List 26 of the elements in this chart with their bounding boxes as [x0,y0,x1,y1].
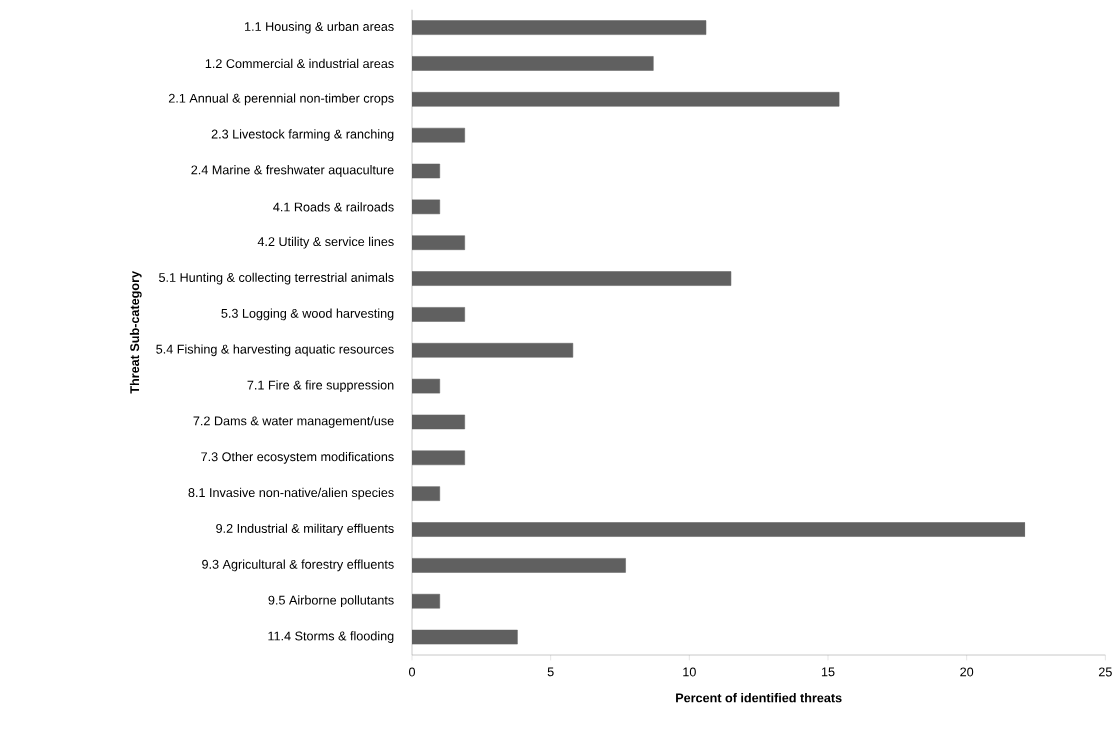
y-tick-label: 5.3 Logging & wood harvesting [221,308,394,321]
y-tick-label: 8.1 Invasive non-native/alien species [188,487,394,500]
y-tick-label: 1.2 Commercial & industrial areas [205,58,394,69]
y-tick-label: 9.5 Airborne pollutants [268,595,394,608]
x-axis-title: Percent of identified threats [676,693,842,703]
x-tick-label: 0 [408,667,416,677]
y-tick-label: 4.2 Utility & service lines [257,236,394,249]
x-tick-label: 10 [683,667,696,677]
y-tick-label: 2.1 Annual & perennial non-timber crops [168,93,394,106]
y-axis-title: Threat Sub-category [129,271,142,394]
y-tick-label: 9.3 Agricultural & forestry effluents [202,559,394,572]
y-tick-label: 2.3 Livestock farming & ranching [211,129,394,142]
y-tick-label: 5.4 Fishing & harvesting aquatic resources [156,344,394,357]
x-tick-label: 5 [547,667,554,677]
y-tick-label: 7.1 Fire & fire suppression [247,380,394,393]
y-tick-label: 4.1 Roads & railroads [273,202,394,212]
x-tick-label: 20 [960,667,974,677]
x-tick-label: 25 [1098,667,1112,677]
x-tick-label: 15 [821,667,835,677]
y-tick-label: 2.4 Marine & freshwater aquaculture [191,165,394,177]
y-tick-label: 1.1 Housing & urban areas [245,21,394,34]
y-tick-label: 9.2 Industrial & military effluents [216,523,394,536]
y-tick-label: 7.2 Dams & water management/use [193,416,394,428]
y-tick-label: 7.3 Other ecosystem modifications [201,451,394,464]
y-tick-label: 5.1 Hunting & collecting terrestrial animals [159,272,394,285]
y-tick-label: 11.4 Storms & flooding [268,631,394,643]
